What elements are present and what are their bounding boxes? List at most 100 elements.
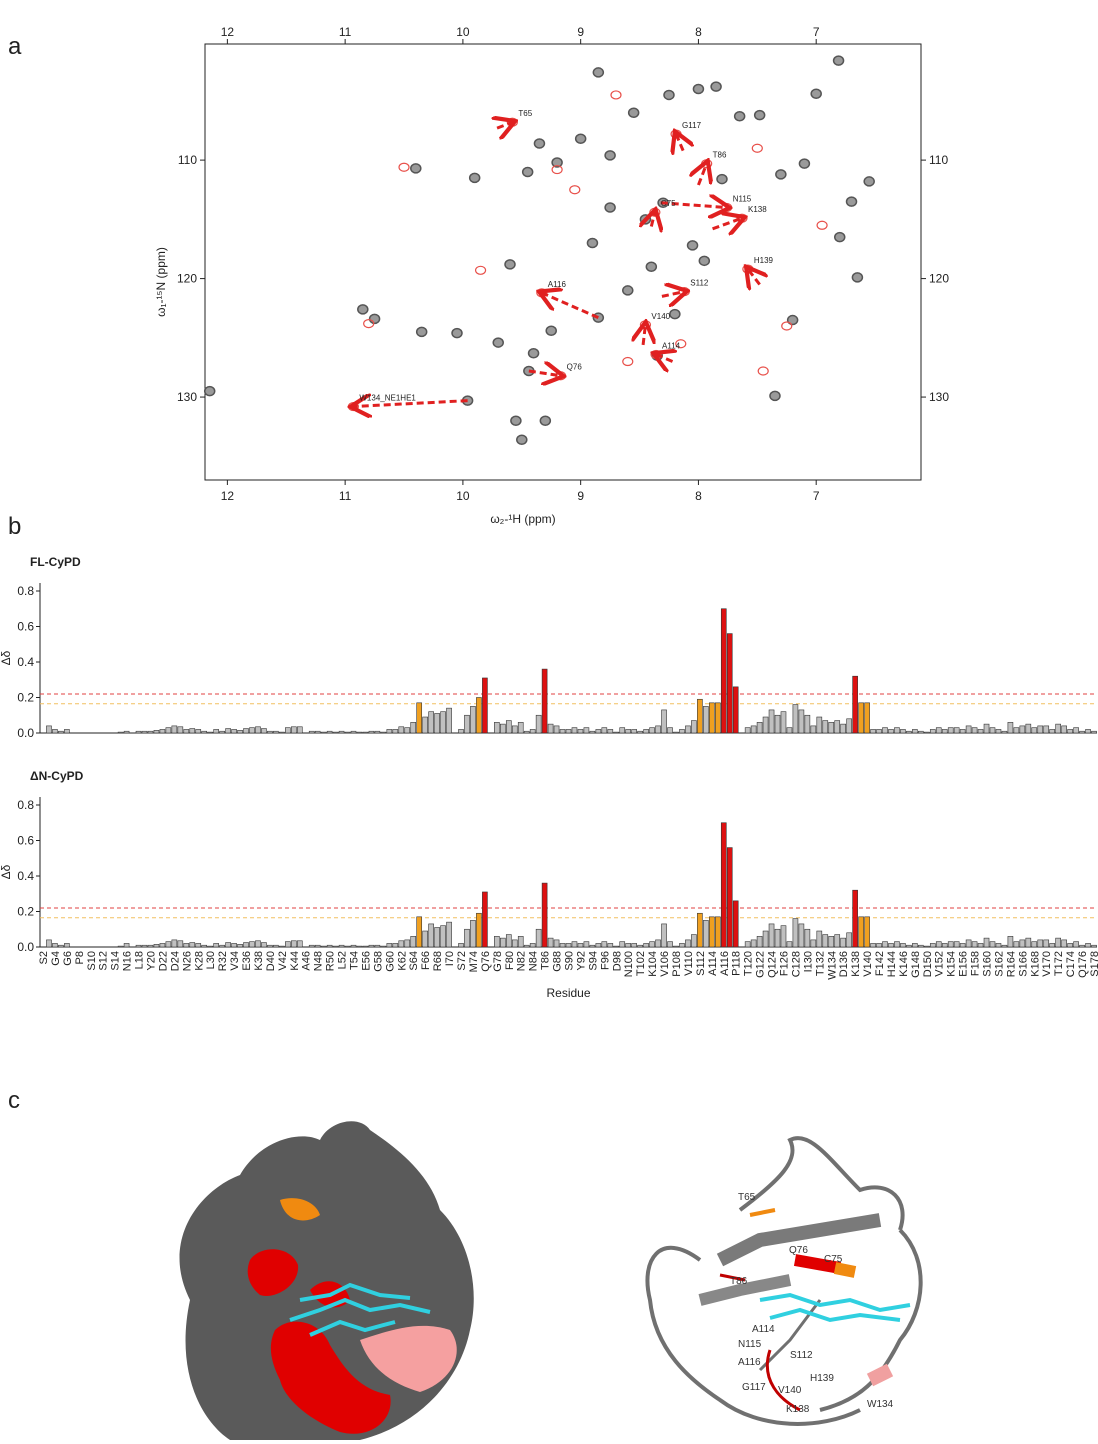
- x-tick-label: V106: [659, 951, 671, 977]
- x-tick-label: K62: [396, 951, 408, 971]
- bar: [231, 943, 237, 948]
- bar: [685, 725, 691, 734]
- bar: [494, 722, 500, 734]
- peak: [586, 237, 599, 249]
- x-tick-label: 7: [813, 25, 820, 39]
- bar: [338, 944, 345, 948]
- bar: [1073, 941, 1079, 948]
- peak: [592, 67, 605, 78]
- x-tick-label: N82: [516, 951, 528, 971]
- bar: [816, 930, 823, 948]
- bar: [529, 943, 536, 948]
- x-tick-label: K44: [289, 951, 301, 971]
- cartoon-render: [645, 1136, 923, 1426]
- bar: [929, 943, 936, 948]
- x-tick-label: Y92: [575, 951, 587, 971]
- bar: [774, 928, 781, 948]
- x-tick-label: R68: [432, 951, 444, 971]
- bar: [882, 941, 888, 948]
- bar: [780, 925, 787, 948]
- bar: [1091, 730, 1097, 734]
- bar: [410, 722, 417, 734]
- x-tick-label: E156: [958, 951, 970, 977]
- peak: [751, 143, 763, 153]
- bar: [362, 945, 369, 948]
- peak: [832, 55, 845, 66]
- bar: [386, 729, 393, 734]
- x-tick-label: W134: [826, 951, 838, 980]
- bar: [273, 944, 279, 948]
- peak: [398, 162, 410, 172]
- peak: [492, 337, 504, 348]
- bar: [141, 944, 148, 948]
- bar: [547, 937, 554, 948]
- x-tick-label: I70: [444, 951, 456, 966]
- bar: [637, 730, 643, 734]
- bar: [834, 720, 841, 734]
- bar: [279, 731, 285, 734]
- x-tick-label: G58: [372, 951, 384, 972]
- bar: [732, 686, 739, 734]
- bar: [344, 945, 351, 948]
- peak: [539, 415, 552, 427]
- bar: [273, 730, 279, 734]
- x-tick-label: I130: [802, 951, 814, 972]
- bar: [870, 943, 876, 948]
- bar: [918, 944, 924, 948]
- x-tick-label: 10: [456, 489, 470, 503]
- x-tick-label: T120: [743, 951, 755, 976]
- y-tick-label: 0.8: [17, 798, 34, 812]
- bar: [374, 730, 381, 734]
- residue-label: N115: [738, 1339, 762, 1350]
- bar: [691, 720, 697, 734]
- bar: [750, 939, 757, 948]
- bar: [159, 729, 166, 734]
- bar: [828, 722, 835, 734]
- bar: [697, 912, 703, 948]
- peak: [716, 173, 728, 185]
- bar: [935, 727, 942, 734]
- bar: [470, 706, 476, 734]
- bar: [416, 916, 423, 948]
- bar: [613, 945, 620, 948]
- bar: [52, 943, 58, 948]
- bar: [541, 668, 548, 734]
- bar: [732, 900, 739, 948]
- bar: [261, 942, 267, 948]
- bar: [977, 729, 984, 734]
- x-tick-label: R164: [1005, 951, 1017, 977]
- bar: [422, 716, 428, 734]
- bar: [1043, 725, 1050, 734]
- bar: [607, 943, 614, 948]
- bar: [201, 730, 208, 734]
- bar: [912, 729, 918, 734]
- bar: [482, 891, 488, 948]
- y-tick-label: 130: [929, 390, 949, 404]
- x-axis-label: ω₂-¹H (ppm): [490, 512, 555, 526]
- bar: [183, 943, 190, 948]
- bar: [398, 940, 405, 948]
- bar: [535, 714, 542, 734]
- bar: [834, 934, 841, 948]
- x-tick-label: F126: [778, 951, 790, 976]
- bar: [792, 918, 799, 948]
- x-tick-label: S160: [982, 951, 994, 977]
- shift-arrow: [651, 212, 655, 226]
- peak: [786, 314, 799, 326]
- peak: [363, 319, 375, 329]
- residue-label: V140: [778, 1385, 802, 1396]
- panel-label: b: [8, 513, 21, 540]
- bar: [46, 725, 52, 734]
- bar: [1037, 939, 1044, 948]
- peak: [663, 89, 675, 101]
- bar: [983, 723, 990, 734]
- bar: [171, 725, 178, 734]
- bar: [1025, 937, 1032, 948]
- bar: [386, 943, 393, 948]
- peak: [510, 415, 522, 427]
- bar: [314, 944, 321, 948]
- bar: [201, 944, 208, 948]
- x-tick-label: S94: [587, 951, 599, 971]
- bar: [858, 702, 864, 734]
